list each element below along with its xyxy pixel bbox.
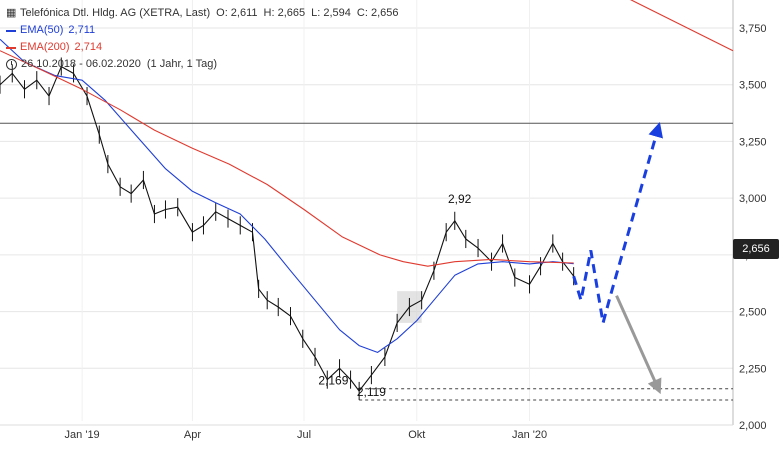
ema50-value: 2,711 [68, 24, 96, 36]
legend-ema200-row: EMA(200) 2,714 [6, 39, 398, 56]
x-tick-label: Apr [184, 429, 201, 441]
period-range: 26.10.2018 - 06.02.2020 [21, 58, 141, 70]
ema200-value: 2,714 [74, 41, 103, 53]
close-value: C: 2,656 [356, 7, 399, 19]
ema200-label: EMA(200) [20, 41, 70, 53]
ema200-swatch [6, 46, 16, 49]
legend-period-row: 26.10.2018 - 06.02.2020 (1 Jahr, 1 Tag) [6, 56, 398, 73]
ema50-swatch [6, 29, 16, 32]
projection-up-arrow [572, 122, 663, 324]
annotation-label: 2,169 [318, 374, 348, 388]
instrument-title: Telefónica Dtl. Hldg. AG (XETRA, Last) [20, 7, 211, 19]
projection-down-arrow [615, 295, 662, 395]
legend-title-row: ▦ Telefónica Dtl. Hldg. AG (XETRA, Last)… [6, 5, 398, 22]
y-tick-label: 3,500 [739, 80, 767, 92]
annotation-label: 2,119 [357, 385, 386, 399]
ema200-series-line [630, 0, 734, 52]
clock-icon [6, 59, 17, 70]
ema200-series-line [0, 50, 574, 267]
x-tick-label: Okt [408, 429, 425, 441]
y-tick-label: 3,000 [739, 193, 767, 205]
high-value: H: 2,665 [263, 7, 306, 19]
y-tick-label: 3,250 [739, 136, 767, 148]
x-tick-label: Jan '19 [65, 429, 100, 441]
last-price-tag: 2,656 [733, 239, 779, 259]
low-value: L: 2,594 [311, 7, 351, 19]
y-tick-label: 2,000 [739, 420, 767, 432]
legend-ema50-row: EMA(50) 2,711 [6, 22, 398, 39]
period-interval: (1 Jahr, 1 Tag) [146, 58, 218, 70]
ema50-label: EMA(50) [20, 24, 64, 36]
chart-legend: ▦ Telefónica Dtl. Hldg. AG (XETRA, Last)… [6, 5, 398, 73]
x-tick-label: Jan '20 [512, 429, 547, 441]
price-series-line [0, 66, 575, 392]
annotation-label: 2,92 [448, 192, 472, 206]
ema50-series-line [0, 38, 574, 353]
y-tick-label: 2,250 [739, 363, 767, 375]
candlestick-icon: ▦ [6, 7, 17, 19]
y-tick-label: 2,500 [739, 307, 767, 319]
x-tick-label: Jul [297, 429, 311, 441]
y-tick-label: 3,750 [739, 23, 767, 35]
open-value: O: 2,611 [216, 7, 258, 19]
